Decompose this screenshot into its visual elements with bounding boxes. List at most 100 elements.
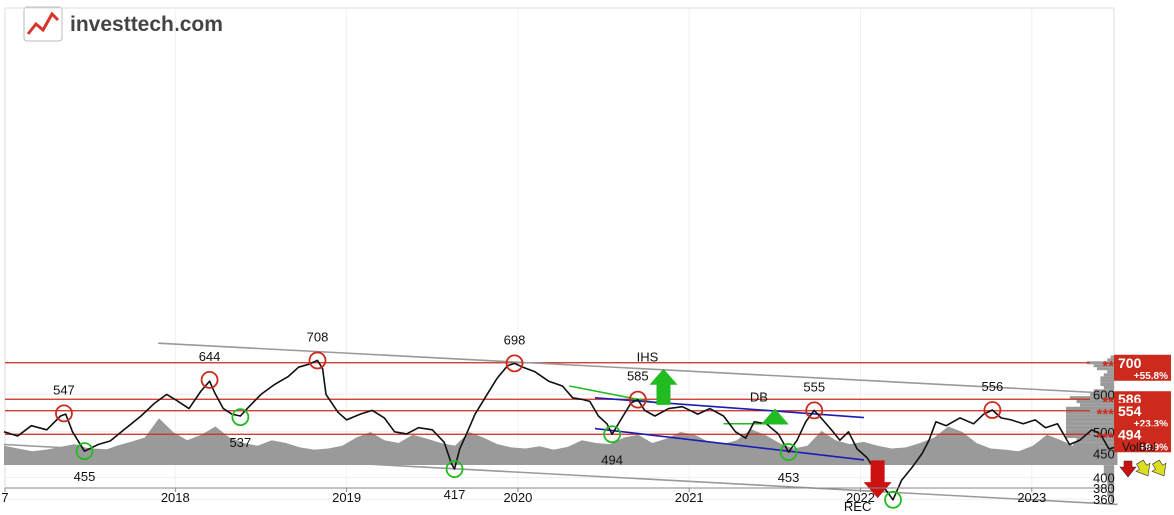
histogram-bar: [1076, 438, 1114, 443]
top-label: 556: [982, 379, 1004, 394]
histogram-bar: [1083, 446, 1114, 452]
histogram-bar: [1090, 451, 1114, 456]
volbal: VolBal: [1119, 440, 1167, 478]
level-change: +23.3%: [1134, 419, 1168, 430]
level-badge: [1114, 402, 1171, 429]
volbal-arrow-icon: [1135, 459, 1151, 477]
histogram-bar: [1100, 455, 1114, 461]
top-marker: [55, 404, 73, 423]
y-tick-label: 400: [1093, 471, 1115, 486]
bottom-marker: [779, 443, 798, 461]
pattern-label-ihs: IHS: [637, 350, 659, 365]
histogram-bar: [1076, 399, 1114, 404]
y-tick-label: 380: [1093, 481, 1115, 496]
level-stars: ***: [1096, 429, 1114, 446]
logo: investtech.com: [23, 6, 223, 42]
logo-icon: [23, 6, 63, 42]
level-change: +55.8%: [1134, 371, 1168, 382]
bottom-label: 417: [444, 487, 466, 502]
x-tick-label: 2018: [161, 490, 190, 505]
histogram-bar: [1100, 382, 1114, 387]
top-marker: [308, 351, 327, 370]
histogram-bar: [1066, 414, 1114, 418]
histogram-bar: [1103, 465, 1114, 471]
top-marker: [983, 401, 1002, 419]
level-value: 494: [1118, 426, 1142, 442]
level-stars: **: [1102, 394, 1114, 411]
histogram-bar: [1066, 421, 1114, 426]
pattern-arrows: IHS DB REC: [637, 350, 892, 514]
histogram-bar: [1090, 392, 1114, 397]
x-tick-label: 2023: [1017, 490, 1046, 505]
histogram-bar: [1066, 410, 1114, 415]
histogram-bar: [1093, 389, 1114, 393]
bottom-marker: [445, 460, 464, 478]
top-label: 555: [803, 379, 825, 394]
histogram-bar: [1100, 379, 1114, 383]
pattern-label-db: DB: [750, 390, 768, 405]
top-label: 708: [307, 329, 329, 344]
histogram-bar: [1073, 442, 1114, 447]
tops-bottoms: 547644708698585555556455537417494453359: [53, 329, 1004, 509]
price-series: [3, 359, 1118, 501]
x-tick-label: 2019: [332, 490, 361, 505]
histogram-bar: [1110, 355, 1114, 359]
x-tick-label: 7: [1, 490, 8, 505]
logo-text: investtech.com: [70, 13, 223, 36]
histogram-bar: [1100, 460, 1114, 466]
histogram-bar: [1107, 490, 1114, 497]
pattern-arrow-db: [760, 408, 789, 425]
top-marker: [628, 390, 647, 409]
histogram-bar: [1107, 358, 1114, 362]
histogram-bar: [1103, 386, 1114, 390]
x-tick-label: 2020: [503, 490, 532, 505]
y-tick-label: 500: [1093, 425, 1115, 440]
level-labels: **700+55.8%**586+30.4%***554+23.3%***494…: [1096, 354, 1171, 453]
histogram-bar: [1066, 406, 1114, 411]
level-change: +9.9%: [1139, 442, 1168, 453]
histogram-bar: [1080, 403, 1114, 407]
price-line: [3, 359, 1118, 501]
pattern-arrow-ihs: [649, 368, 678, 405]
top-marker: [805, 401, 824, 420]
x-tick-label: 2022: [846, 490, 875, 505]
y-tick-label: 600: [1093, 387, 1115, 402]
top-marker: [505, 354, 524, 373]
plot-frame: [4, 7, 1115, 489]
histogram-bar: [1107, 475, 1114, 481]
level-stars: ***: [1096, 406, 1114, 423]
pattern-label-rec: REC: [844, 499, 871, 514]
logo-arrow-icon: [26, 11, 60, 35]
bottom-label: 537: [230, 435, 252, 450]
histogram-bar: [1069, 396, 1114, 400]
histogram-bar: [1066, 417, 1114, 422]
y-tick-label: 360: [1093, 492, 1115, 507]
bottom-marker: [603, 425, 622, 444]
x-tick-label: 2021: [675, 490, 704, 505]
bottom-marker: [231, 408, 250, 427]
top-label: 547: [53, 382, 75, 397]
volume-series: [4, 418, 1118, 465]
volbal-label: VolBal: [1122, 440, 1156, 454]
histogram-bar: [1097, 367, 1114, 371]
top-label: 698: [504, 332, 526, 347]
histogram-bar: [1110, 496, 1114, 503]
histogram-bar: [1066, 433, 1114, 439]
bottom-label: 455: [74, 469, 96, 484]
support-resistance-levels: [5, 362, 1090, 435]
level-value: 554: [1118, 403, 1142, 419]
histogram-bar: [1107, 370, 1114, 374]
histogram-bar: [1086, 361, 1114, 365]
bottom-marker: [75, 442, 94, 461]
volbal-arrow-icon: [1119, 460, 1137, 478]
level-badge: [1114, 354, 1171, 381]
level-value: 700: [1118, 355, 1142, 371]
level-stars: **: [1102, 358, 1114, 375]
y-tick-label: 450: [1093, 446, 1115, 461]
top-marker: [200, 370, 219, 389]
trend-line-channel-lower: [3, 443, 1118, 506]
bottom-label: 453: [778, 470, 800, 485]
histogram-bar: [1066, 425, 1114, 430]
